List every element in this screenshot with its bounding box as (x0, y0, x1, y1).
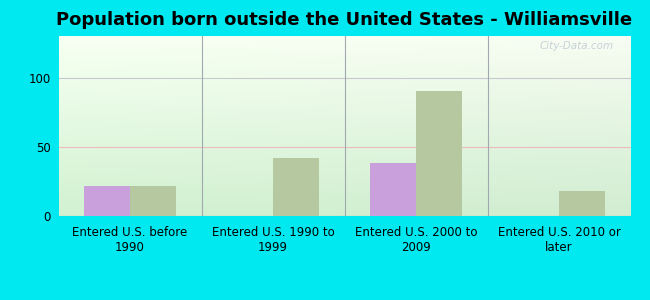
Bar (559, 191, 604, 216)
Bar (130, 185, 176, 216)
Text: City-Data.com: City-Data.com (540, 41, 614, 51)
Legend: Native, Foreign-born: Native, Foreign-born (237, 297, 452, 300)
Bar (273, 158, 318, 216)
Bar (84, 185, 130, 216)
Bar (416, 92, 462, 216)
Title: Population born outside the United States - Williamsville: Population born outside the United State… (57, 11, 632, 29)
Bar (370, 164, 416, 216)
